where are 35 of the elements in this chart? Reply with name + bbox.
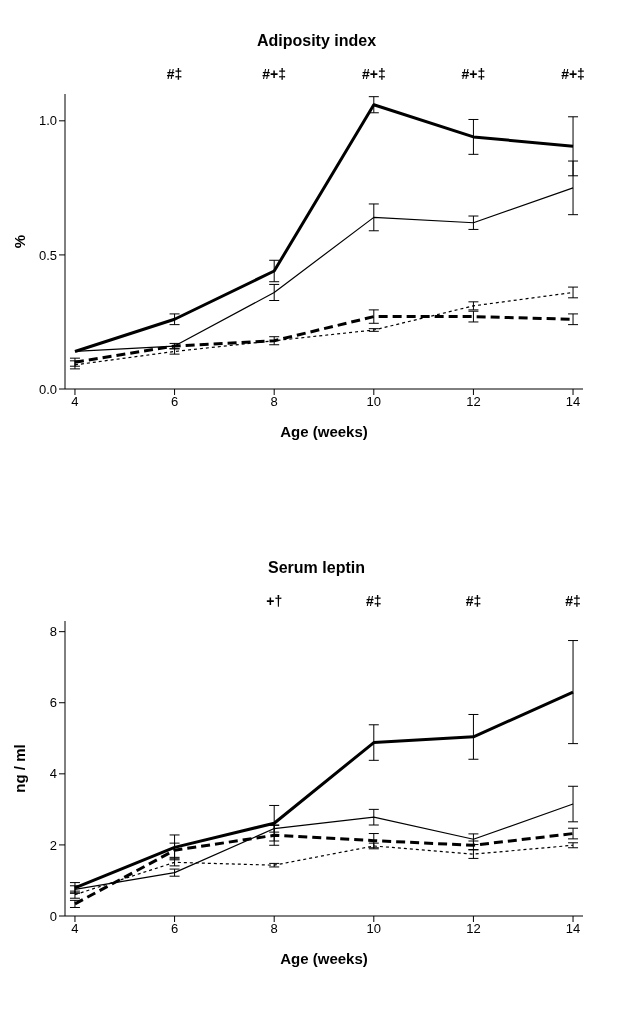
y-tick-label: 8: [49, 624, 57, 640]
text: +†: [266, 593, 283, 609]
y-tick-label: 1.0: [38, 113, 57, 129]
x-axis-title: Age (weeks): [280, 950, 368, 967]
x-tick-label: 4: [71, 394, 79, 410]
chart-title: Adiposity index: [255, 32, 378, 51]
text: #+‡: [561, 66, 585, 82]
x-tick-label: 8: [270, 394, 278, 410]
y-tick-label: 0: [49, 908, 57, 924]
text: #‡: [166, 66, 183, 82]
x-tick-label: 12: [466, 921, 481, 937]
x-tick-label: 10: [366, 394, 382, 410]
chart-title: Serum leptin: [267, 559, 366, 578]
text: #+‡: [461, 66, 486, 82]
x-tick-label: 4: [71, 921, 79, 937]
text: #+‡: [262, 66, 287, 82]
x-tick-label: 14: [565, 921, 581, 937]
x-tick-label: 10: [366, 921, 382, 937]
y-tick-label: 2: [49, 837, 57, 853]
y-tick-label: 0.5: [38, 247, 57, 263]
y-tick-label: 6: [49, 695, 57, 711]
text: #‡: [366, 593, 382, 609]
x-axis-title: Age (weeks): [280, 423, 368, 440]
y-axis-title: ng / ml: [11, 744, 29, 793]
x-tick-label: 8: [270, 921, 278, 937]
text: #‡: [565, 593, 581, 609]
y-axis-title: %: [11, 234, 29, 249]
y-tick-label: 4: [49, 766, 57, 782]
x-tick-label: 12: [466, 394, 481, 410]
x-tick-label: 6: [170, 921, 179, 937]
text: #+‡: [361, 66, 386, 82]
x-tick-label: 6: [170, 394, 179, 410]
x-tick-label: 14: [565, 394, 581, 410]
y-tick-label: 0.0: [38, 381, 57, 397]
text: #‡: [465, 593, 482, 609]
